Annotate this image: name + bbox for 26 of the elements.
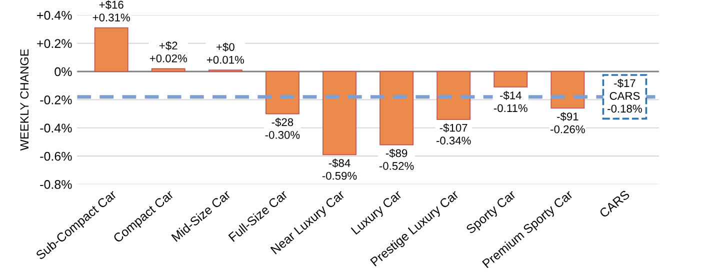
y-tick-label: +0.4%: [37, 10, 72, 20]
y-axis-title: WEEKLY CHANGE: [20, 49, 29, 151]
y-tick-label: -0.8%: [40, 180, 72, 189]
bar: [380, 71, 414, 146]
y-tick-label: -0.6%: [40, 152, 72, 161]
data-label: +$0 +0.01%: [206, 42, 244, 64]
bar: [151, 68, 186, 72]
bar: [266, 71, 300, 114]
bar: [94, 27, 128, 72]
data-label: -$28 -0.30%: [265, 118, 300, 139]
data-label: -$14 -0.11%: [494, 90, 528, 112]
bar: [550, 71, 585, 109]
bar: [436, 71, 471, 120]
data-label: +$16 +0.31%: [92, 0, 130, 22]
y-tick-label: +0.2%: [37, 39, 72, 48]
data-label: -$84 -0.59%: [322, 158, 357, 180]
bar: [494, 71, 528, 88]
data-label: -$107 -0.34%: [436, 123, 471, 145]
data-label: +$2 +0.02%: [150, 41, 187, 62]
y-tick-label: 0%: [54, 67, 72, 76]
data-label: -$89 -0.52%: [379, 148, 414, 170]
bar: [322, 71, 356, 156]
data-label: -$91 -0.26%: [550, 112, 585, 134]
y-tick-label: -0.4%: [40, 124, 72, 133]
annotation: -$17 CARS -0.18%: [608, 78, 642, 113]
y-tick-label: -0.2%: [40, 95, 72, 104]
